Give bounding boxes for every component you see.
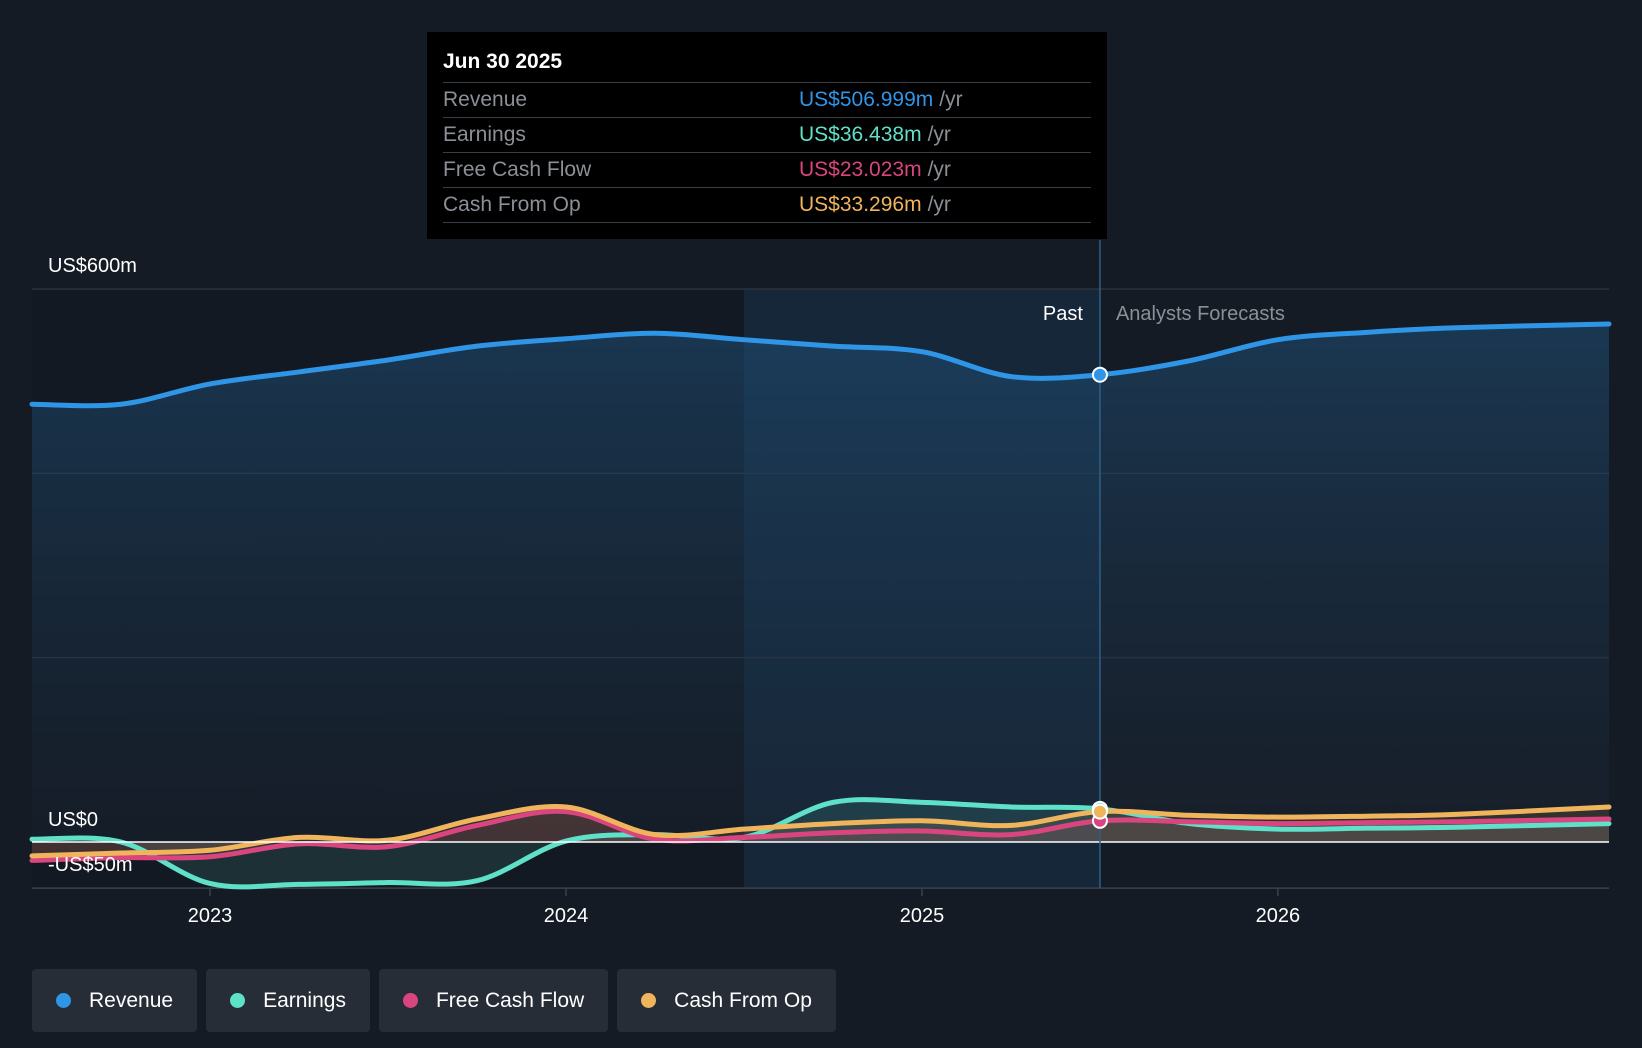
cash-from-op-marker [1091, 803, 1108, 820]
earnings-dot-icon [230, 993, 246, 1008]
x-tick-label: 2025 [900, 905, 945, 927]
tooltip-value: US$33.296m [799, 193, 922, 216]
y-tick-label: US$0 [48, 809, 98, 831]
cash-from-op-line [29, 804, 1612, 859]
chart-legend: Revenue Earnings Free Cash Flow Cash Fro… [32, 969, 836, 1032]
revenue-area [32, 324, 1609, 843]
legend-label: Earnings [263, 988, 346, 1012]
tooltip-value: US$506.999m [799, 88, 934, 111]
revenue-line [29, 321, 1612, 409]
x-tick-label: 2023 [188, 905, 233, 927]
legend-item-free-cash-flow[interactable]: Free Cash Flow [378, 969, 609, 1032]
y-tick-label: US$600m [48, 255, 137, 277]
legend-item-cash-from-op[interactable]: Cash From Op [617, 969, 836, 1032]
tooltip-label: Free Cash Flow [443, 158, 592, 181]
forecast-label: Analysts Forecasts [1116, 303, 1285, 325]
tooltip-value: US$23.023m [799, 158, 922, 181]
free-cash-flow-line [29, 808, 1612, 863]
series-areas [32, 324, 1609, 887]
revenue-marker [1091, 366, 1108, 383]
tooltip-unit: /yr [927, 193, 951, 216]
hover-tooltip: Jun 30 2025 Revenue US$506.999m/yr Earni… [427, 32, 1107, 239]
tooltip-row-earnings: Earnings US$36.438m/yr [443, 117, 1091, 152]
tooltip-row-free-cash-flow: Free Cash Flow US$23.023m/yr [443, 152, 1091, 187]
tooltip-unit: /yr [939, 88, 963, 111]
axis-labels: US$600m US$0 -US$50m 2023 2024 2025 2026 Past An… [48, 255, 1300, 927]
legend-label: Free Cash Flow [435, 988, 585, 1012]
y-tick-label: -US$50m [48, 854, 132, 876]
tooltip-label: Revenue [443, 88, 528, 111]
free-cash-flow-dot-icon [402, 993, 418, 1008]
series-lines [29, 240, 1612, 890]
tooltip-label: Earnings [443, 123, 526, 146]
revenue-dot-icon [56, 993, 71, 1008]
past-label: Past [1043, 303, 1083, 325]
tooltip-label: Cash From Op [443, 193, 581, 216]
earnings-line [29, 797, 1612, 890]
earnings-area [32, 799, 1609, 887]
legend-label: Revenue [89, 988, 174, 1012]
tooltip-row-revenue: Revenue US$506.999m/yr [443, 82, 1091, 117]
legend-label: Cash From Op [674, 988, 812, 1012]
x-tick-label: 2026 [1256, 905, 1301, 927]
legend-item-revenue[interactable]: Revenue [32, 969, 198, 1032]
tooltip-value: US$36.438m [799, 123, 922, 146]
tooltip-date: Jun 30 2025 [443, 50, 563, 73]
x-tick-label: 2024 [544, 905, 589, 927]
hover-markers [1091, 366, 1108, 829]
tooltip-row-cash-from-op: Cash From Op US$33.296m/yr [443, 187, 1091, 223]
cash-from-op-dot-icon [641, 993, 657, 1008]
tooltip-unit: /yr [927, 158, 951, 181]
tooltip-unit: /yr [927, 123, 951, 146]
legend-item-earnings[interactable]: Earnings [206, 969, 370, 1032]
